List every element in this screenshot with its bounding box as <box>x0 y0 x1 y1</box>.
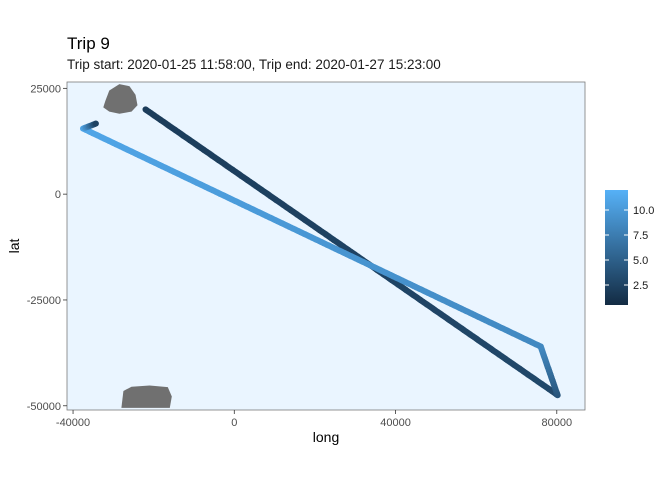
legend-tick-label: 7.5 <box>633 230 648 242</box>
y-tick-label: 25000 <box>30 83 61 95</box>
chart-title: Trip 9 <box>67 34 110 53</box>
x-tick-label: -40000 <box>56 417 90 429</box>
x-tick-label: 0 <box>231 417 237 429</box>
x-tick-label: 80000 <box>541 417 572 429</box>
track-point <box>92 120 99 127</box>
x-axis: -40000 0 40000 80000 <box>56 410 572 429</box>
y-tick-label: -25000 <box>27 295 61 307</box>
legend-colorbar <box>605 190 628 305</box>
track-layer <box>80 106 561 399</box>
land-layer <box>103 84 172 408</box>
legend: 2.5 5.0 7.5 10.0 <box>605 190 654 305</box>
y-tick-label: 0 <box>55 189 61 201</box>
x-tick-label: 40000 <box>380 417 411 429</box>
y-axis-label: lat <box>6 239 22 254</box>
legend-tick-label: 2.5 <box>633 280 648 292</box>
legend-tick-label: 10.0 <box>633 205 654 217</box>
land-mass-0 <box>103 84 138 114</box>
chart-subtitle: Trip start: 2020-01-25 11:58:00, Trip en… <box>67 57 441 72</box>
legend-tick-label: 5.0 <box>633 255 648 267</box>
y-axis: 25000 0 -25000 -50000 <box>27 83 67 413</box>
y-tick-label: -50000 <box>27 401 61 413</box>
x-axis-label: long <box>313 429 339 445</box>
land-mass-1 <box>121 385 172 408</box>
